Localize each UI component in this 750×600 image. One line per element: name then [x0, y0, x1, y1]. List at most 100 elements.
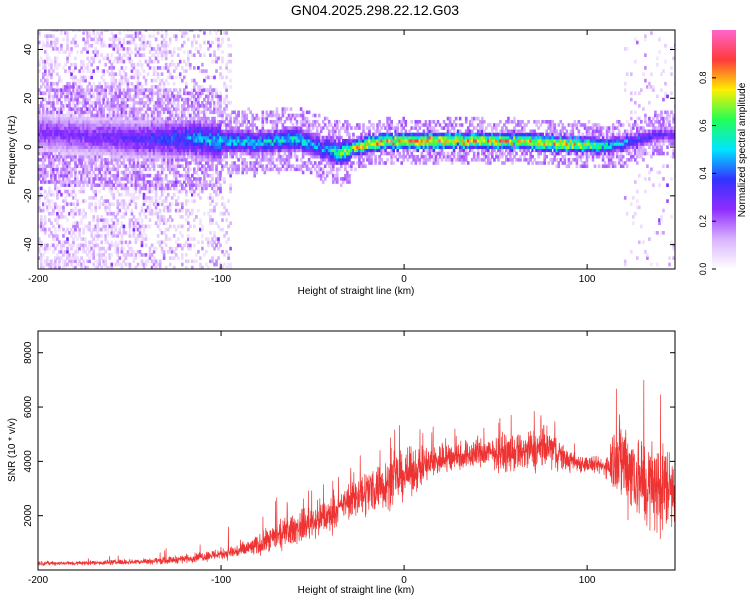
spectrogram-cell	[183, 167, 186, 172]
spectrogram-cell	[259, 135, 263, 140]
spectrogram-cell	[98, 250, 101, 254]
spectrogram-cell	[215, 69, 218, 73]
spectrogram-cell	[82, 88, 85, 92]
spectrogram-cell	[134, 88, 138, 92]
spectrogram-cell	[332, 132, 335, 137]
spectrogram-cell	[100, 107, 103, 111]
spectrogram-cell	[170, 94, 174, 99]
spectrogram-cell	[301, 151, 305, 156]
spectrogram-cell	[295, 126, 299, 130]
spectrogram-cell	[108, 66, 112, 70]
spectrogram-cell	[340, 177, 343, 181]
spectrogram-cell	[94, 189, 97, 194]
spectrogram-cell	[154, 221, 158, 225]
spectrogram-cell	[162, 135, 166, 140]
spectrogram-cell	[92, 177, 95, 181]
spectrogram-cell	[86, 34, 89, 38]
spectrogram-cell	[289, 145, 293, 149]
spectrogram-cell	[217, 142, 220, 146]
spectrogram-cell	[156, 110, 160, 115]
spectrogram-cell	[110, 88, 114, 92]
spectrogram-cell	[160, 120, 164, 124]
spectrogram-cell	[185, 126, 188, 130]
spectrogram-cell	[158, 110, 162, 115]
spectrogram-cell	[199, 110, 202, 115]
spectrogram-cell	[277, 145, 281, 149]
spectrogram-cell	[154, 132, 158, 137]
spectrogram-cell	[42, 43, 45, 48]
spectrogram-cell	[40, 101, 43, 105]
spectrogram-cell	[287, 164, 291, 168]
spectrogram-cell	[237, 135, 240, 140]
spectrogram-cell	[54, 62, 57, 67]
spectrogram-cell	[42, 129, 45, 134]
spectrogram-cell	[100, 30, 103, 32]
spectrogram-cell	[38, 186, 41, 191]
spectrogram-cell	[221, 218, 224, 222]
spectrogram-cell	[211, 126, 214, 130]
spectrogram-cell	[126, 145, 130, 149]
spectrogram-cell	[315, 142, 319, 146]
spectrogram-cell	[311, 142, 315, 146]
spectrogram-cell	[100, 265, 103, 269]
spectrogram-cell	[142, 161, 146, 165]
spectrogram-cell	[128, 56, 132, 61]
spectrogram-cell	[301, 170, 305, 175]
spectrogram-cell	[219, 177, 222, 181]
spectrogram-cell	[82, 180, 85, 184]
spectrogram-cell	[48, 139, 51, 143]
spectrogram-cell	[344, 154, 347, 159]
spectrogram-cell	[66, 183, 69, 187]
spectrogram-cell	[191, 135, 194, 140]
spectrogram-cell	[265, 148, 269, 153]
spectrogram-cell	[40, 116, 43, 121]
spectrogram-cell	[98, 88, 101, 92]
spectrogram-cell	[70, 116, 73, 121]
spectrogram-cell	[140, 135, 144, 140]
spectrogram-cell	[225, 135, 228, 140]
spectrogram-cell	[211, 91, 214, 96]
spectrogram-cell	[82, 250, 85, 254]
spectrogram-cell	[60, 148, 63, 153]
spectrogram-cell	[102, 186, 105, 191]
spectrogram-cell	[86, 56, 89, 61]
spectrogram-cell	[96, 31, 99, 35]
spectrogram-cell	[185, 177, 188, 181]
spectrogram-cell	[219, 126, 222, 130]
spectrogram-cell	[199, 116, 202, 121]
spectrogram-cell	[144, 180, 148, 184]
spectrogram-cell	[209, 218, 212, 222]
spectrogram-cell	[122, 126, 126, 130]
spectrogram-cell	[142, 199, 146, 203]
spectrogram-cell	[176, 170, 180, 175]
spectrogram-cell	[70, 110, 73, 115]
spectrogram-cell	[178, 120, 182, 124]
spectrogram-cell	[108, 253, 112, 257]
spectrogram-cell	[92, 129, 95, 134]
spectrogram-cell	[164, 91, 168, 96]
spectrogram-cell	[114, 154, 118, 159]
spectrogram-cell	[56, 85, 59, 89]
spectrogram-cell	[60, 110, 63, 115]
spectrogram-cell	[170, 170, 174, 175]
spectrogram-cell	[118, 47, 122, 51]
spectrogram-cell	[170, 132, 174, 137]
spectrogram-cell	[249, 132, 252, 137]
spectrogram-cell	[128, 91, 132, 96]
spectrogram-cell	[58, 186, 61, 191]
spectrogram-cell	[100, 129, 103, 134]
spectrogram-cell	[166, 107, 170, 111]
spectrogram-cell	[144, 101, 148, 105]
spectrogram-cell	[136, 120, 140, 124]
spectrogram-cell	[317, 161, 321, 165]
spectrogram-cell	[174, 240, 178, 245]
spectrogram-cell	[325, 139, 329, 143]
spectrogram-cell	[191, 107, 194, 111]
spectrogram-cell	[176, 145, 180, 149]
spectrogram-cell	[68, 53, 71, 57]
spectrogram-cell	[223, 164, 226, 168]
spectrogram-cell	[170, 250, 174, 254]
spectrogram-cell	[118, 192, 122, 197]
spectrogram-cell	[122, 183, 126, 187]
spectrogram-cell	[199, 218, 202, 222]
